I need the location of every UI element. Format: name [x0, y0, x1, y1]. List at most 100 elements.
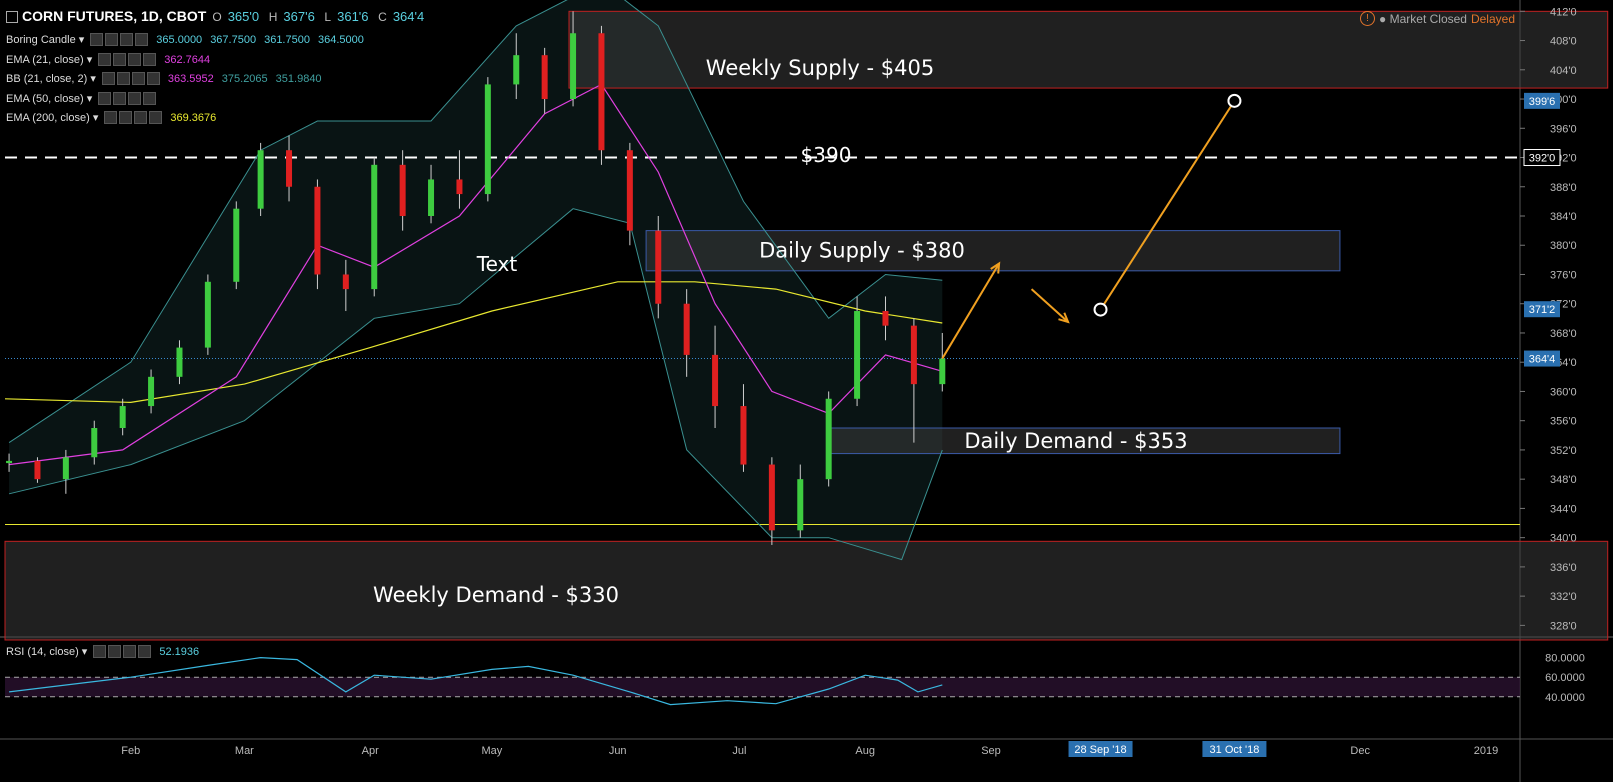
x-axis-marker-label: 31 Oct '18	[1210, 744, 1260, 756]
candle-body	[570, 33, 577, 100]
add-icon[interactable]	[128, 53, 142, 66]
low-value: 361'6	[337, 8, 369, 24]
indicator-value: 364.5000	[317, 33, 364, 46]
indicator-row[interactable]: EMA (50, close) ▾	[6, 92, 157, 105]
x-tick-label: Jul	[732, 745, 746, 757]
indicator-row[interactable]: EMA (21, close) ▾ 362.7644	[6, 53, 210, 66]
settings-icon[interactable]	[116, 72, 130, 85]
indicator-value: 365.0000	[156, 33, 203, 46]
menu-icon[interactable]	[6, 11, 18, 23]
visibility-icon[interactable]	[93, 645, 107, 658]
delayed-label: Delayed	[1470, 11, 1515, 26]
indicator-value: 375.2065	[221, 72, 268, 85]
price-axis-marker-label: 392'0	[1529, 153, 1556, 165]
visibility-icon[interactable]	[104, 111, 118, 124]
close-icon[interactable]	[143, 53, 157, 66]
visibility-icon[interactable]	[98, 53, 112, 66]
rsi-axis-label: 40.0000	[1545, 692, 1585, 704]
candle-body	[683, 303, 690, 355]
y-tick-label: 388'0	[1550, 182, 1577, 194]
indicator-name[interactable]: BB (21, close, 2) ▾	[6, 73, 96, 85]
visibility-icon[interactable]	[101, 72, 115, 85]
candle-body	[768, 464, 775, 531]
rsi-line	[9, 656, 943, 706]
indicator-value: 367.7500	[210, 33, 257, 46]
indicator-name[interactable]: EMA (200, close) ▾	[6, 112, 99, 124]
indicator-controls[interactable]	[90, 33, 149, 46]
close-icon[interactable]	[149, 111, 163, 124]
y-tick-label: 384'0	[1550, 211, 1577, 223]
projection-arrow-up	[941, 263, 1000, 360]
add-icon[interactable]	[134, 111, 148, 124]
indicator-controls[interactable]	[98, 92, 157, 105]
projection-arrow-down	[1030, 288, 1069, 323]
indicator-name[interactable]: EMA (50, close) ▾	[6, 93, 93, 105]
x-tick-label: Sep	[981, 745, 1001, 757]
candle-body	[484, 84, 491, 195]
candle-body	[541, 55, 548, 100]
indicator-row[interactable]: Boring Candle ▾ 365.0000 367.7500 361.7500 3…	[6, 33, 364, 46]
add-icon[interactable]	[120, 33, 134, 46]
projection-point[interactable]	[1227, 93, 1242, 108]
rsi-controls[interactable]	[93, 645, 152, 658]
settings-icon[interactable]	[119, 111, 133, 124]
candle-body	[626, 150, 633, 231]
candle-body	[655, 230, 662, 304]
settings-icon[interactable]	[105, 33, 119, 46]
add-icon[interactable]	[128, 92, 142, 105]
symbol-title[interactable]: CORN FUTURES, 1D, CBOT	[22, 8, 207, 24]
candle-body	[712, 354, 719, 407]
x-tick-label: Apr	[362, 745, 379, 757]
ohlc-readout: O 365'0 H 367'6 L 361'6 C 364'4	[212, 9, 430, 24]
close-icon[interactable]	[138, 645, 152, 658]
rsi-name[interactable]: RSI (14, close) ▾	[6, 646, 88, 658]
settings-icon[interactable]	[113, 92, 127, 105]
add-icon[interactable]	[123, 645, 137, 658]
candle-body	[204, 281, 211, 348]
y-tick-label: 332'0	[1550, 591, 1577, 603]
projection-point[interactable]	[1093, 302, 1108, 317]
projection-arrow-up-head	[990, 261, 1001, 274]
market-status: ! ● Market Closed Delayed	[1360, 11, 1515, 26]
level-label: $390	[801, 143, 852, 167]
candle-body	[939, 358, 946, 385]
close-icon[interactable]	[135, 33, 149, 46]
close-icon[interactable]	[143, 92, 157, 105]
y-tick-label: 340'0	[1550, 533, 1577, 545]
settings-icon[interactable]	[108, 645, 122, 658]
add-icon[interactable]	[131, 72, 145, 85]
indicator-name[interactable]: EMA (21, close) ▾	[6, 54, 93, 66]
candle-body	[148, 376, 155, 407]
x-tick-label: Feb	[121, 745, 140, 757]
indicator-controls[interactable]	[101, 72, 160, 85]
x-axis-marker	[1068, 741, 1133, 757]
indicator-controls[interactable]	[98, 53, 157, 66]
indicator-row[interactable]: BB (21, close, 2) ▾ 363.5952 375.2065 351.9…	[6, 72, 322, 85]
candle-body	[176, 347, 183, 377]
rsi-legend[interactable]: RSI (14, close) ▾ 52.1936	[6, 645, 199, 658]
x-tick-label: Jun	[609, 745, 627, 757]
settings-icon[interactable]	[113, 53, 127, 66]
high-value: 367'6	[283, 8, 315, 24]
close-icon[interactable]	[146, 72, 160, 85]
x-axis-marker-label: 28 Sep '18	[1074, 744, 1126, 756]
low-label: L	[324, 9, 332, 24]
indicator-value: 369.3676	[170, 111, 217, 124]
indicator-name[interactable]: Boring Candle ▾	[6, 34, 85, 46]
close-value: 364'4	[392, 8, 425, 24]
indicator-row[interactable]: EMA (200, close) ▾ 369.3676	[6, 111, 216, 124]
zone-label: Daily Supply - $380	[759, 239, 965, 263]
y-tick-label: 376'0	[1550, 269, 1577, 281]
rsi-value: 52.1936	[159, 645, 200, 658]
candle-body	[6, 460, 13, 464]
ema200-line	[4, 281, 943, 404]
y-tick-label: 404'0	[1550, 65, 1577, 77]
x-tick-label: 2019	[1474, 745, 1498, 757]
indicator-value: 361.7500	[264, 33, 310, 46]
y-tick-label: 328'0	[1550, 620, 1577, 632]
visibility-icon[interactable]	[98, 92, 112, 105]
price-axis-marker	[1523, 149, 1561, 167]
indicator-controls[interactable]	[104, 111, 163, 124]
visibility-icon[interactable]	[90, 33, 104, 46]
